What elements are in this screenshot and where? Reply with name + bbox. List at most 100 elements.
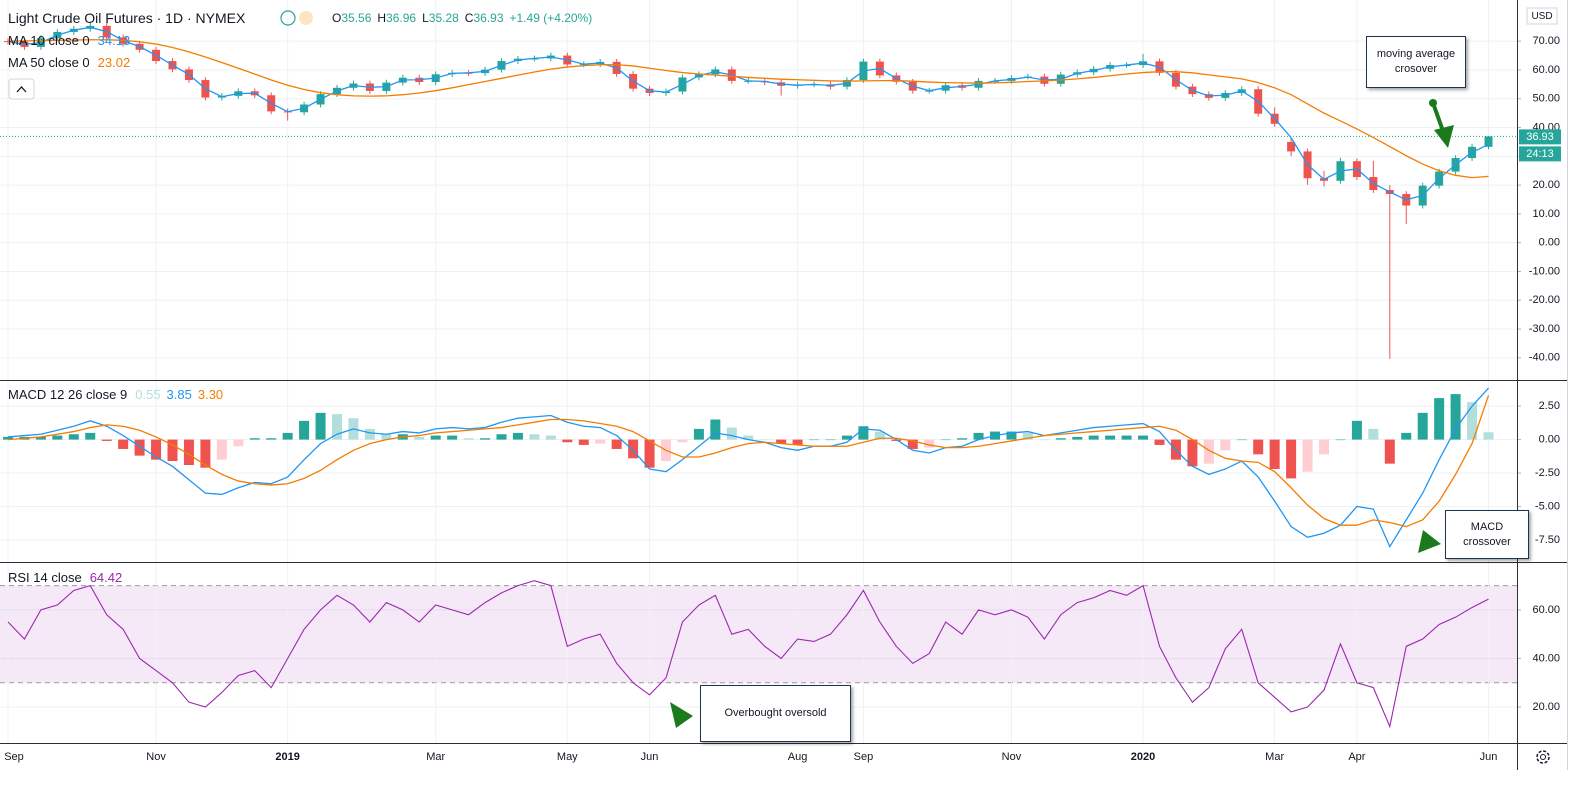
- legend-value: 64.42: [90, 570, 123, 585]
- candle-body: [1484, 136, 1493, 147]
- annotation-box: MACD crossover: [1445, 510, 1529, 559]
- histogram-bar: [940, 439, 951, 441]
- histogram-bar: [792, 439, 803, 445]
- collapse-icon: [16, 86, 27, 93]
- y-tick-label: 20.00: [1532, 179, 1560, 191]
- histogram-bar: [1335, 439, 1346, 441]
- histogram-bar: [759, 439, 770, 441]
- histogram-bar: [907, 439, 918, 449]
- histogram-bar: [1203, 439, 1214, 464]
- histogram-bar: [1417, 412, 1428, 440]
- y-tick-label: 10.00: [1532, 208, 1560, 220]
- histogram-bar: [644, 439, 655, 468]
- y-tick-label: -20.00: [1529, 294, 1560, 306]
- y-tick-label: -2.50: [1535, 467, 1560, 479]
- legend: Light Crude Oil Futures · 1D · NYMEX: [8, 10, 246, 26]
- legend-item: MA 50 close 0 23.02: [8, 55, 130, 70]
- visibility-icon: [280, 10, 296, 26]
- annotation-box: Overbought oversold: [700, 685, 851, 742]
- histogram-bar: [1088, 435, 1099, 440]
- price-tag: [1519, 129, 1561, 145]
- histogram-bar: [68, 434, 79, 440]
- countdown: 24:13: [1526, 148, 1554, 160]
- legend-value: 23.02: [98, 55, 131, 70]
- histogram-bar: [743, 435, 754, 440]
- histogram-bar: [35, 436, 46, 440]
- histogram-bar: [1269, 439, 1280, 470]
- legend-value: 0.55: [135, 387, 160, 402]
- histogram-bar: [299, 420, 310, 440]
- line: [7, 26, 1489, 201]
- histogram-bar: [134, 439, 145, 456]
- y-tick-label: 2.50: [1539, 400, 1560, 412]
- histogram-bar: [924, 439, 935, 448]
- histogram-bar: [1022, 432, 1033, 440]
- ohlc-value: 35.56: [341, 11, 371, 25]
- legend-name: RSI 14 close: [8, 570, 82, 585]
- histogram-bar: [809, 439, 820, 441]
- ohlc-key: H: [377, 11, 386, 25]
- histogram-bar: [1072, 436, 1083, 440]
- histogram-bar: [710, 419, 721, 440]
- histogram-bar: [841, 435, 852, 440]
- legend-value: 3.85: [167, 387, 192, 402]
- labels: Light Crude Oil Futures · 1D · NYMEX O35.…: [0, 0, 1568, 770]
- histogram-bar: [677, 439, 688, 443]
- ohlc-key: C: [465, 11, 474, 25]
- x-tick-label: Jun: [641, 751, 659, 763]
- grid: -40.00-30.00-20.00-10.000.0010.0020.0030…: [0, 0, 1560, 743]
- legend-name: MACD 12 26 close 9: [8, 387, 127, 402]
- histogram-bar: [1401, 432, 1412, 440]
- histogram-bar: [1384, 439, 1395, 464]
- histogram-bar: [874, 431, 885, 440]
- settings-icon-center: [1540, 754, 1546, 760]
- histogram-bar: [430, 435, 441, 440]
- histogram-bar: [957, 438, 968, 440]
- y-tick-label: -10.00: [1529, 265, 1560, 277]
- histogram-bar: [1351, 420, 1362, 440]
- histogram-bar: [512, 432, 523, 440]
- x-tick-label: Aug: [788, 751, 808, 763]
- y-tick-label: 0.00: [1539, 237, 1560, 249]
- ohlc-value: 36.93: [473, 11, 503, 25]
- ohlc-key: O: [332, 11, 341, 25]
- annotation: moving average crosover: [1376, 48, 1456, 75]
- y-tick-label: -5.00: [1535, 500, 1560, 512]
- histogram-bar: [1105, 435, 1116, 440]
- line: [7, 39, 1489, 179]
- histogram-bar: [973, 432, 984, 440]
- rsi-band: [0, 585, 1517, 683]
- histogram-bar: [1039, 439, 1050, 441]
- y-tick-label: 40.00: [1532, 652, 1560, 664]
- histogram-bar: [3, 436, 13, 440]
- histogram-bar: [1368, 428, 1379, 440]
- histogram-bar: [463, 438, 474, 440]
- histogram-bar: [545, 435, 556, 440]
- y-tick-label: 50.00: [1532, 93, 1560, 105]
- annotation: Overbought oversold: [724, 707, 827, 719]
- annotation-arrowhead: [1418, 530, 1441, 553]
- histogram-bar: [447, 435, 458, 440]
- histogram-bar: [1286, 439, 1297, 479]
- histogram-bar: [200, 439, 211, 468]
- countdown-tag: [1519, 146, 1561, 162]
- histogram-bar: [1483, 432, 1494, 440]
- background: [0, 0, 1568, 770]
- histogram-bar: [480, 438, 491, 440]
- histogram-bar: [1006, 431, 1017, 440]
- y-tick-label: 70.00: [1532, 35, 1560, 47]
- annotation: MACD crossover: [1463, 520, 1511, 548]
- ohlc: O35.56 H36.96 L35.28 C36.93 +1.49 (+4.20%): [332, 11, 592, 25]
- y-tick-label: 60.00: [1532, 64, 1560, 76]
- histogram-bar: [52, 435, 63, 440]
- histogram-bar: [414, 436, 425, 440]
- x-tick-label: Apr: [1348, 751, 1365, 763]
- histogram-bar: [578, 439, 589, 445]
- legend: RSI 14 close 64.42: [8, 570, 122, 585]
- histogram-bar: [101, 439, 112, 441]
- histogram-bar: [628, 439, 639, 459]
- histogram-bar: [858, 426, 869, 440]
- collapse-button: [8, 78, 35, 100]
- histogram-bar: [1319, 439, 1329, 455]
